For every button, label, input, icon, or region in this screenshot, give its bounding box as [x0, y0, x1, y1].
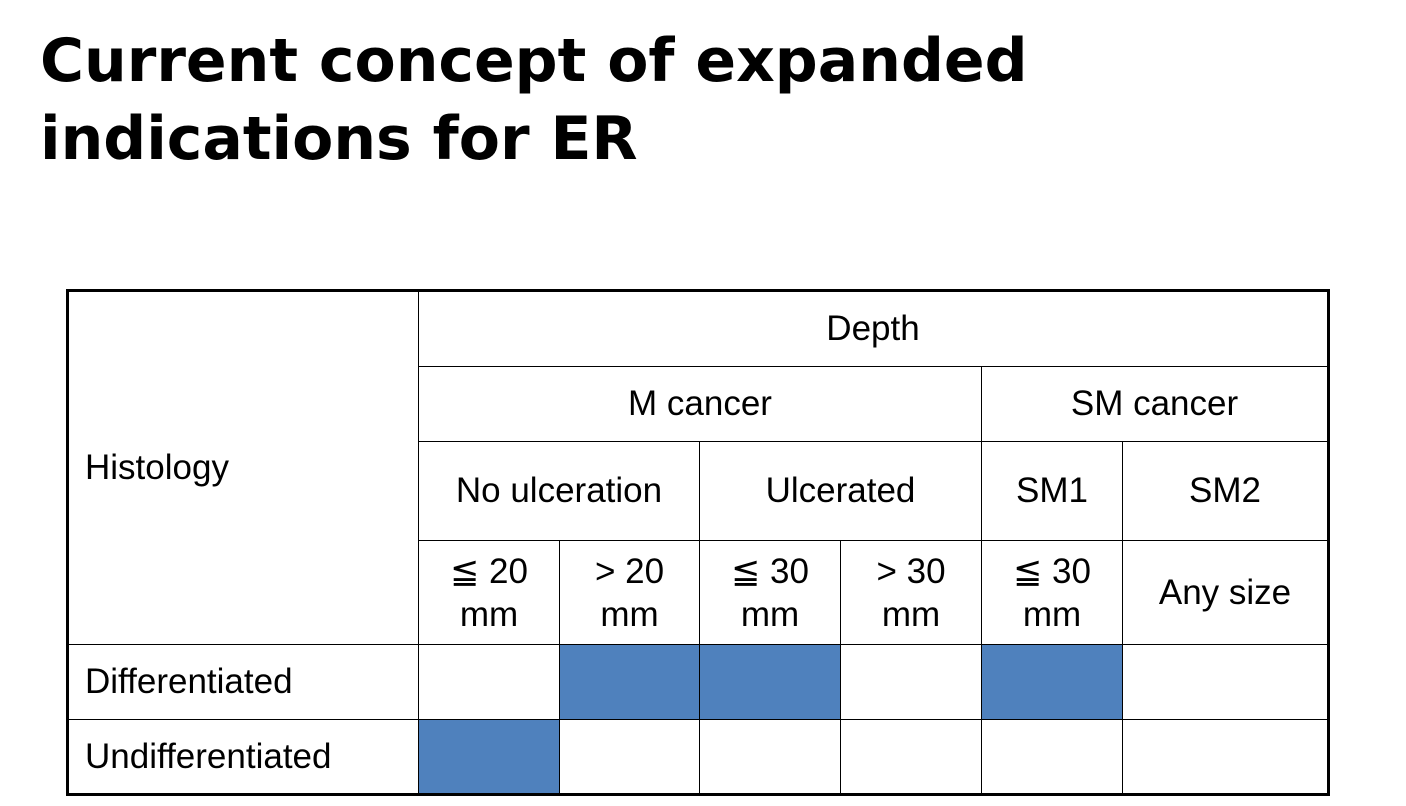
indication-cell: [699, 719, 841, 795]
size-unit: mm: [740, 594, 800, 634]
size-unit: mm: [881, 594, 941, 634]
sm-cancer-header: SM cancer: [981, 366, 1329, 442]
m-cancer-header: M cancer: [418, 366, 982, 442]
sm2-header: SM2: [1122, 441, 1329, 541]
indication-cell-filled: [418, 719, 560, 795]
size-header: ≦ 30 mm: [699, 540, 841, 645]
size-header: ≦ 30 mm: [981, 540, 1123, 645]
size-header: ≦ 20 mm: [418, 540, 560, 645]
histology-header: Histology: [67, 290, 419, 645]
size-header: > 30 mm: [840, 540, 982, 645]
indication-cell: [840, 719, 982, 795]
sm1-header: SM1: [981, 441, 1123, 541]
row-undifferentiated: Undifferentiated: [67, 719, 1329, 795]
indication-cell: [1122, 644, 1329, 720]
size-unit: mm: [1022, 594, 1082, 634]
indication-cell: [981, 719, 1123, 795]
indication-cell: [1122, 719, 1329, 795]
indication-cell: [418, 644, 560, 720]
no-ulceration-header: No ulceration: [418, 441, 700, 541]
header-row-depth: Histology Depth: [67, 290, 1329, 645]
size-value: ≦ 20: [450, 551, 528, 591]
row-differentiated: Differentiated: [67, 644, 1329, 720]
ulcerated-header: Ulcerated: [699, 441, 982, 541]
indication-table-container: Histology Depth M cancer SM cancer No ul…: [66, 289, 1330, 796]
indication-table: Histology Depth M cancer SM cancer No ul…: [66, 289, 1330, 796]
header-row-cancer-type: M cancer SM cancer: [68, 366, 1329, 442]
size-value: ≦ 30: [1013, 551, 1091, 591]
size-value: > 30: [876, 551, 946, 591]
depth-header: Depth: [418, 290, 1329, 367]
indication-cell-filled: [559, 644, 700, 720]
row-label-differentiated: Differentiated: [67, 644, 419, 720]
size-value: ≦ 30: [731, 551, 809, 591]
row-label-undifferentiated: Undifferentiated: [67, 719, 419, 795]
size-header: > 20 mm: [559, 540, 700, 645]
header-row-size: ≦ 20 mm > 20 mm ≦ 30 mm > 30 mm ≦ 30 mm …: [68, 540, 1329, 645]
indication-cell-filled: [981, 644, 1123, 720]
indication-cell: [559, 719, 700, 795]
size-unit: mm: [459, 594, 519, 634]
size-header-any: Any size: [1122, 540, 1329, 645]
size-value: > 20: [594, 551, 665, 591]
indication-cell: [840, 644, 982, 720]
slide-title: Current concept of expanded indications …: [40, 26, 1028, 174]
indication-cell-filled: [699, 644, 841, 720]
size-unit: mm: [600, 594, 659, 634]
